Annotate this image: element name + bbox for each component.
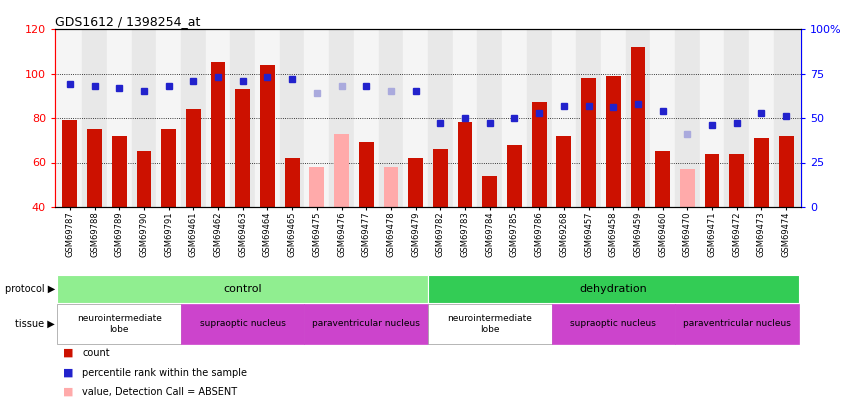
Text: control: control — [223, 284, 262, 294]
Text: value, Detection Call = ABSENT: value, Detection Call = ABSENT — [82, 387, 237, 397]
Bar — [458, 122, 472, 207]
Bar — [729, 153, 744, 207]
Text: ■: ■ — [63, 348, 74, 358]
Bar — [58, 304, 181, 344]
Text: GDS1612 / 1398254_at: GDS1612 / 1398254_at — [55, 15, 201, 28]
Bar — [310, 167, 324, 207]
Bar — [724, 29, 749, 207]
Bar — [235, 89, 250, 207]
Bar — [359, 143, 374, 207]
Bar — [162, 129, 176, 207]
Bar — [601, 29, 625, 207]
Bar — [211, 62, 225, 207]
Bar — [557, 136, 571, 207]
Bar — [428, 275, 799, 303]
Bar — [58, 29, 82, 207]
Text: protocol ▶: protocol ▶ — [5, 284, 55, 294]
Bar — [260, 65, 275, 207]
Bar — [552, 304, 675, 344]
Bar — [625, 29, 651, 207]
Bar — [329, 29, 354, 207]
Bar — [354, 29, 379, 207]
Bar — [680, 169, 695, 207]
Bar — [255, 29, 280, 207]
Text: ■: ■ — [63, 368, 74, 377]
Text: dehydration: dehydration — [580, 284, 647, 294]
Bar — [576, 29, 601, 207]
Bar — [705, 153, 719, 207]
Text: paraventricular nucleus: paraventricular nucleus — [683, 320, 791, 328]
Bar — [700, 29, 724, 207]
Text: neurointermediate
lobe: neurointermediate lobe — [448, 314, 532, 334]
Bar — [482, 176, 497, 207]
Bar — [404, 29, 428, 207]
Bar — [552, 29, 576, 207]
Bar — [507, 145, 522, 207]
Bar — [774, 29, 799, 207]
Text: paraventricular nucleus: paraventricular nucleus — [312, 320, 420, 328]
Bar — [409, 158, 423, 207]
Bar — [334, 134, 349, 207]
Bar — [181, 304, 305, 344]
Bar — [433, 149, 448, 207]
Bar — [206, 29, 230, 207]
Bar — [186, 109, 201, 207]
Bar — [285, 158, 299, 207]
Bar — [656, 151, 670, 207]
Bar — [63, 120, 77, 207]
Bar — [383, 167, 398, 207]
Bar — [749, 29, 774, 207]
Bar — [379, 29, 404, 207]
Bar — [453, 29, 477, 207]
Bar — [230, 29, 255, 207]
Text: supraoptic nucleus: supraoptic nucleus — [200, 320, 286, 328]
Bar — [87, 129, 102, 207]
Bar — [136, 151, 151, 207]
Bar — [675, 29, 700, 207]
Text: ■: ■ — [63, 387, 74, 397]
Text: supraoptic nucleus: supraoptic nucleus — [570, 320, 656, 328]
Bar — [675, 304, 799, 344]
Bar — [428, 304, 552, 344]
Bar — [651, 29, 675, 207]
Bar — [779, 136, 794, 207]
Bar — [305, 304, 428, 344]
Bar — [112, 136, 127, 207]
Bar — [157, 29, 181, 207]
Text: count: count — [82, 348, 110, 358]
Text: neurointermediate
lobe: neurointermediate lobe — [77, 314, 162, 334]
Bar — [82, 29, 107, 207]
Text: percentile rank within the sample: percentile rank within the sample — [82, 368, 247, 377]
Bar — [280, 29, 305, 207]
Bar — [630, 47, 645, 207]
Bar — [581, 78, 596, 207]
Bar — [503, 29, 527, 207]
Text: tissue ▶: tissue ▶ — [15, 319, 55, 329]
Bar — [527, 29, 552, 207]
Bar — [532, 102, 547, 207]
Bar — [606, 76, 621, 207]
Bar — [477, 29, 503, 207]
Bar — [305, 29, 329, 207]
Bar — [754, 138, 769, 207]
Bar — [132, 29, 157, 207]
Bar — [428, 29, 453, 207]
Bar — [181, 29, 206, 207]
Bar — [58, 275, 428, 303]
Bar — [107, 29, 132, 207]
